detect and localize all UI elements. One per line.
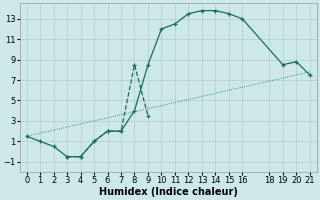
X-axis label: Humidex (Indice chaleur): Humidex (Indice chaleur) <box>99 187 238 197</box>
